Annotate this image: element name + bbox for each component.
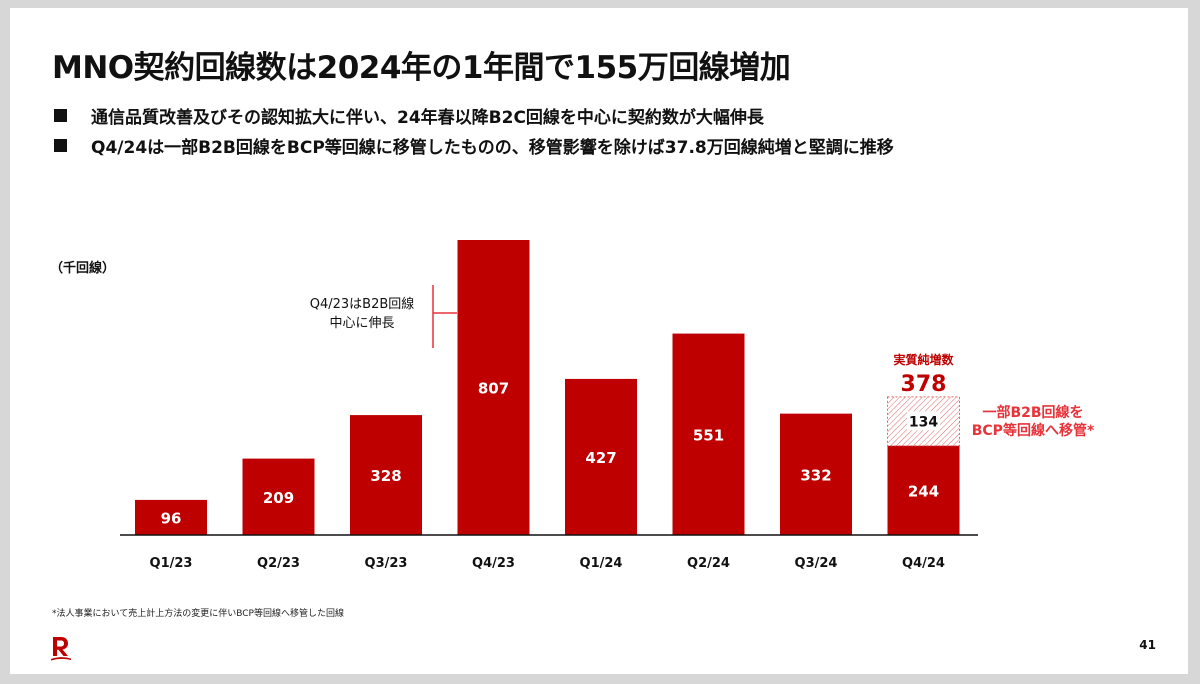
bullet-square-icon	[54, 138, 67, 152]
stacked-extra-value-label: 134	[909, 414, 938, 430]
bar-value-label: 427	[585, 449, 616, 467]
bullet-list: 通信品質改善及びその認知拡大に伴い、24年春以降B2C回線を中心に契約数が大幅伸…	[54, 100, 894, 160]
bar	[672, 333, 745, 535]
bullet-square-icon	[54, 108, 67, 122]
bar	[457, 240, 530, 535]
bar	[887, 445, 960, 535]
unit-label: （千回線）	[50, 261, 116, 276]
x-tick-label: Q3/23	[365, 556, 408, 571]
x-tick-label: Q1/24	[580, 556, 623, 571]
bullet-item: 通信品質改善及びその認知拡大に伴い、24年春以降B2C回線を中心に契約数が大幅伸…	[54, 100, 894, 130]
bar-chart: 96 Q1/23 209 Q2/23 328 Q3/23 807 Q4/23 427 Q1/24 5…	[120, 240, 1095, 571]
bar-value-label: 209	[263, 489, 294, 507]
bar-value-label: 244	[908, 482, 939, 500]
stacked-extra-label-bg	[907, 411, 940, 431]
x-tick-label: Q4/24	[902, 556, 945, 571]
q4-23-annotation-line: Q4/23はB2B回線	[310, 296, 415, 312]
bar	[242, 458, 315, 535]
slide: MNO契約回線数は2024年の1年間で155万回線増加 通信品質改善及びその認知…	[10, 8, 1188, 674]
slide-title: MNO契約回線数は2024年の1年間で155万回線増加	[52, 50, 791, 86]
bullet-item: Q4/24は一部B2B回線をBCP等回線に移管したものの、移管影響を除けば37.…	[54, 130, 894, 160]
bar	[350, 415, 422, 535]
bar-value-label: 328	[370, 467, 401, 485]
transfer-note-line: 一部B2B回線を	[982, 404, 1083, 421]
net-increase-label: 実質純増数	[893, 352, 954, 367]
bar	[780, 413, 852, 535]
net-increase-value: 378	[901, 372, 947, 397]
bar-value-label: 551	[693, 426, 724, 444]
x-tick-label: Q4/23	[472, 556, 515, 571]
bar-value-label: 96	[161, 509, 182, 527]
bar	[135, 499, 207, 535]
x-tick-label: Q2/23	[257, 556, 300, 571]
bar-value-label: 807	[478, 380, 509, 398]
transfer-note-line: BCP等回線へ移管*	[972, 422, 1095, 439]
footnote: *法人事業において売上計上方法の変更に伴いBCP等回線へ移管した回線	[52, 609, 344, 619]
bullet-text: 通信品質改善及びその認知拡大に伴い、24年春以降B2C回線を中心に契約数が大幅伸…	[91, 107, 764, 128]
bar-value-label: 332	[800, 466, 831, 484]
bar	[565, 378, 637, 535]
x-tick-label: Q3/24	[795, 556, 838, 571]
q4-23-annotation-line: 中心に伸長	[329, 316, 394, 331]
rakuten-logo-icon	[51, 637, 71, 661]
page-number: 41	[1139, 638, 1156, 652]
x-tick-label: Q1/23	[150, 556, 193, 571]
bullet-text: Q4/24は一部B2B回線をBCP等回線に移管したものの、移管影響を除けば37.…	[91, 137, 894, 158]
x-tick-label: Q2/24	[687, 556, 730, 571]
